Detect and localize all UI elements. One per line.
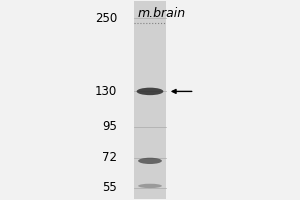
Ellipse shape [136, 88, 164, 95]
Text: 250: 250 [95, 12, 117, 25]
Text: m.brain: m.brain [138, 7, 186, 20]
Text: 130: 130 [95, 85, 117, 98]
Bar [134, 1, 166, 199]
Ellipse shape [138, 184, 162, 188]
Ellipse shape [138, 158, 162, 164]
Text: 55: 55 [103, 181, 117, 194]
Text: 95: 95 [102, 120, 117, 133]
Text: 72: 72 [102, 151, 117, 164]
